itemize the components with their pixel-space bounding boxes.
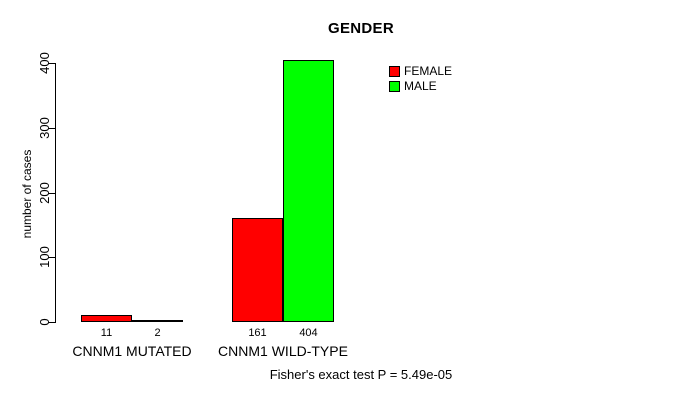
- y-tick-label: 200: [37, 182, 52, 204]
- y-tick-label: 100: [37, 246, 52, 268]
- y-tick-mark: [48, 257, 55, 258]
- bar-male: [132, 320, 183, 322]
- bar-female: [81, 315, 132, 322]
- bar-value-label: 2: [154, 327, 161, 339]
- bar-male: [283, 60, 334, 322]
- bar-female: [232, 218, 283, 322]
- legend-item: MALE: [389, 79, 452, 94]
- annotation-text: Fisher's exact test P = 5.49e-05: [269, 367, 453, 382]
- chart-title: GENDER: [328, 20, 394, 37]
- legend: FEMALE MALE: [389, 64, 452, 94]
- bar-value-label: 161: [248, 327, 267, 339]
- category-label: CNNM1 WILD-TYPE: [218, 343, 348, 359]
- legend-swatch-female: [389, 66, 400, 77]
- y-tick-label: 300: [37, 117, 52, 139]
- y-axis-label: number of cases: [20, 149, 34, 239]
- category-label: CNNM1 MUTATED: [72, 343, 192, 359]
- bar-value-label: 404: [299, 327, 318, 339]
- y-tick-mark: [48, 322, 55, 323]
- legend-swatch-male: [389, 81, 400, 92]
- legend-label: FEMALE: [404, 64, 453, 78]
- bar-value-label: 11: [100, 327, 113, 339]
- y-tick-label: 0: [37, 318, 52, 326]
- y-tick-mark: [48, 193, 55, 194]
- y-axis-line: [55, 63, 56, 323]
- legend-item: FEMALE: [389, 64, 452, 79]
- legend-label: MALE: [404, 79, 437, 93]
- y-tick-mark: [48, 128, 55, 129]
- y-tick-mark: [48, 63, 55, 64]
- y-tick-label: 400: [37, 52, 52, 74]
